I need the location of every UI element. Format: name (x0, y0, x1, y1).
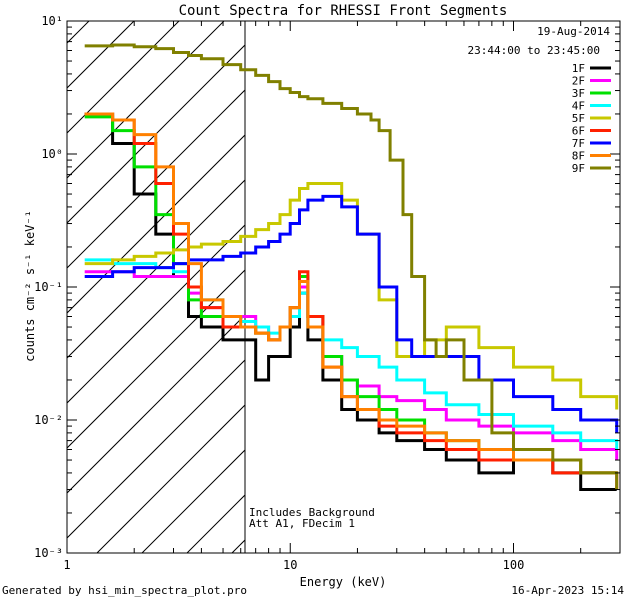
hatch-line (67, 44, 245, 224)
y-tick-label-1e1: 10¹ (41, 14, 63, 28)
legend-label-5F: 5F (572, 112, 585, 125)
hatch-line (322, 0, 640, 553)
series-5F (84, 182, 619, 410)
legend-label-9F: 9F (572, 162, 585, 175)
x-tick-label-1: 1 (63, 558, 70, 572)
y-axis-label: counts cm⁻² s⁻¹ keV⁻¹ (23, 210, 37, 362)
hatch-line (367, 0, 640, 553)
hatch-line (67, 314, 245, 494)
hatch-line (457, 0, 640, 553)
series-9F (84, 43, 619, 490)
hatch-line (547, 0, 640, 553)
footer-timestamp: 16-Apr-2023 15:14 (511, 584, 624, 597)
footer-generated-by: Generated by hsi_min_spectra_plot.pro (2, 584, 247, 597)
hatch-line (67, 89, 245, 269)
x-axis-label: Energy (keV) (300, 575, 387, 589)
hatch-line (96, 404, 245, 553)
legend-label-8F: 8F (572, 150, 585, 163)
date-label: 19-Aug-2014 (537, 25, 610, 38)
hatch-line (67, 21, 180, 134)
plot-frame (66, 20, 621, 554)
series-layer (84, 43, 619, 491)
hatch-line (277, 0, 640, 553)
y-tick-label-1e0: 10⁰ (41, 147, 63, 161)
legend-label-6F: 6F (572, 125, 585, 138)
y-tick-label-1e-3: 10⁻³ (34, 546, 63, 560)
hatch-line (67, 224, 245, 404)
series-4F (84, 258, 619, 450)
hatch-line (67, 21, 225, 179)
legend-label-3F: 3F (572, 87, 585, 100)
annotation-background: Includes Background (249, 506, 375, 519)
hatch-line (67, 179, 245, 359)
x-tick-label-10: 10 (283, 558, 297, 572)
y-tick-label-1e-1: 10⁻¹ (34, 280, 63, 294)
series-8F (84, 112, 617, 475)
legend-label-4F: 4F (572, 100, 585, 113)
hatch-line (67, 134, 245, 314)
hatch-line (67, 359, 245, 539)
hatch-line (67, 21, 135, 89)
time-range-label: 23:44:00 to 23:45:00 (468, 44, 600, 57)
axis-ticks (66, 21, 621, 554)
hatch-line (141, 449, 245, 553)
legend-label-7F: 7F (572, 137, 585, 150)
hatch-line (592, 0, 640, 553)
chart-title: Count Spectra for RHESSI Front Segments (179, 3, 508, 19)
legend-label-1F: 1F (572, 62, 585, 75)
annotation-attenuator: Att A1, FDecim 1 (249, 517, 355, 530)
x-tick-label-100: 100 (503, 558, 525, 572)
y-tick-label-1e-2: 10⁻² (34, 413, 63, 427)
legend-label-2F: 2F (572, 75, 585, 88)
hatch-line (412, 0, 640, 553)
